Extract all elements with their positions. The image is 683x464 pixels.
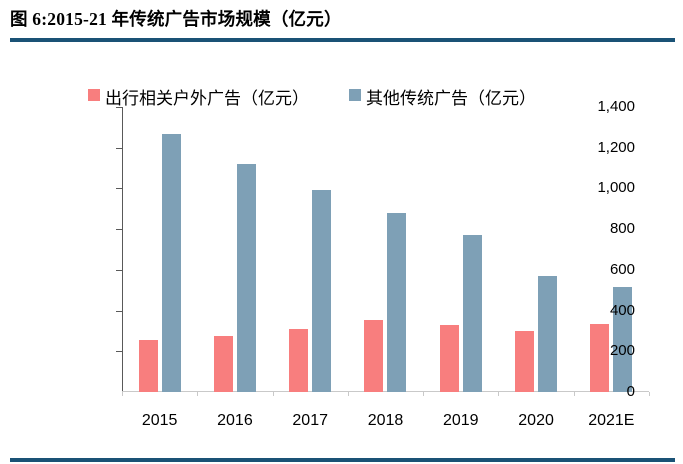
y-axis-tick bbox=[116, 310, 122, 312]
legend-item-other-traditional-ads: 其他传统广告（亿元） bbox=[349, 84, 536, 109]
bar-2021E bbox=[590, 324, 610, 392]
y-axis-label: 600 bbox=[609, 260, 635, 278]
legend-swatch-blue-icon bbox=[349, 88, 361, 101]
legend-label: 出行相关户外广告（亿元） bbox=[105, 89, 309, 108]
bar-2018 bbox=[364, 320, 384, 392]
y-axis-label: 1,000 bbox=[597, 179, 635, 197]
x-axis-tick bbox=[498, 392, 500, 396]
y-axis-label: 200 bbox=[609, 342, 635, 360]
bar-group-2017 bbox=[273, 107, 348, 392]
x-axis-label: 2015 bbox=[141, 412, 178, 429]
bar-2019 bbox=[462, 235, 482, 392]
plot-area: 0 200 400 600 800 1,000 1,200 1,400 2015 2016 2017… bbox=[116, 99, 650, 429]
bar-group-2020 bbox=[498, 107, 573, 392]
bar-2020 bbox=[515, 331, 535, 392]
bar-group-2021E bbox=[574, 107, 649, 392]
x-axis-label: 2019 bbox=[442, 412, 479, 429]
y-axis-label: 400 bbox=[609, 301, 635, 319]
bars-container bbox=[122, 107, 649, 392]
y-axis-label: 800 bbox=[609, 220, 635, 238]
bar-2015 bbox=[161, 134, 181, 392]
legend-item-travel-outdoor-ads: 出行相关户外广告（亿元） bbox=[88, 84, 309, 109]
bar-group-2019 bbox=[423, 107, 498, 392]
bar-2016 bbox=[213, 336, 233, 392]
figure-title: 图 6:2015-21 年传统广告市场规模（亿元） bbox=[10, 9, 342, 29]
bar-2017 bbox=[289, 329, 309, 392]
x-axis-line bbox=[122, 391, 649, 392]
bar-group-2015 bbox=[122, 107, 197, 392]
bar-2017 bbox=[312, 190, 332, 392]
x-axis-tick bbox=[573, 392, 575, 396]
bar-2020 bbox=[538, 276, 558, 392]
x-axis-tick bbox=[347, 392, 349, 396]
bar-2015 bbox=[138, 340, 158, 392]
x-axis-tick bbox=[649, 392, 650, 396]
bar-group-2016 bbox=[197, 107, 272, 392]
x-axis-tick bbox=[272, 392, 274, 396]
y-axis-tick bbox=[116, 107, 122, 108]
x-axis-label: 2020 bbox=[518, 412, 554, 429]
x-axis-label: 2021E bbox=[588, 412, 635, 429]
bottom-divider-rule bbox=[10, 458, 675, 462]
y-axis-tick bbox=[116, 229, 122, 231]
bar-2019 bbox=[439, 325, 459, 392]
x-axis-tick bbox=[197, 392, 199, 396]
x-axis-tick bbox=[423, 392, 425, 396]
x-axis-tick bbox=[122, 392, 123, 396]
y-axis-label: 0 bbox=[626, 383, 635, 400]
legend-label: 其他传统广告（亿元） bbox=[366, 89, 536, 108]
y-axis-line bbox=[122, 107, 123, 392]
chart-legend: 出行相关户外广告（亿元） 其他传统广告（亿元） bbox=[88, 84, 536, 109]
bar-2018 bbox=[387, 213, 407, 392]
x-axis-label: 2017 bbox=[292, 412, 328, 429]
y-axis-tick bbox=[116, 269, 122, 271]
y-axis-tick bbox=[116, 147, 122, 149]
title-divider-rule bbox=[10, 38, 675, 42]
y-axis-tick bbox=[116, 351, 122, 353]
bar-group-2018 bbox=[348, 107, 423, 392]
y-axis-label: 1,200 bbox=[597, 138, 635, 156]
legend-swatch-red-icon bbox=[88, 88, 100, 101]
bar-2021E bbox=[613, 287, 633, 392]
y-axis-tick bbox=[116, 188, 122, 190]
x-axis-label: 2018 bbox=[367, 412, 404, 429]
x-axis-label: 2016 bbox=[217, 412, 253, 429]
y-axis-label: 1,400 bbox=[597, 98, 635, 115]
bar-2016 bbox=[236, 164, 256, 392]
